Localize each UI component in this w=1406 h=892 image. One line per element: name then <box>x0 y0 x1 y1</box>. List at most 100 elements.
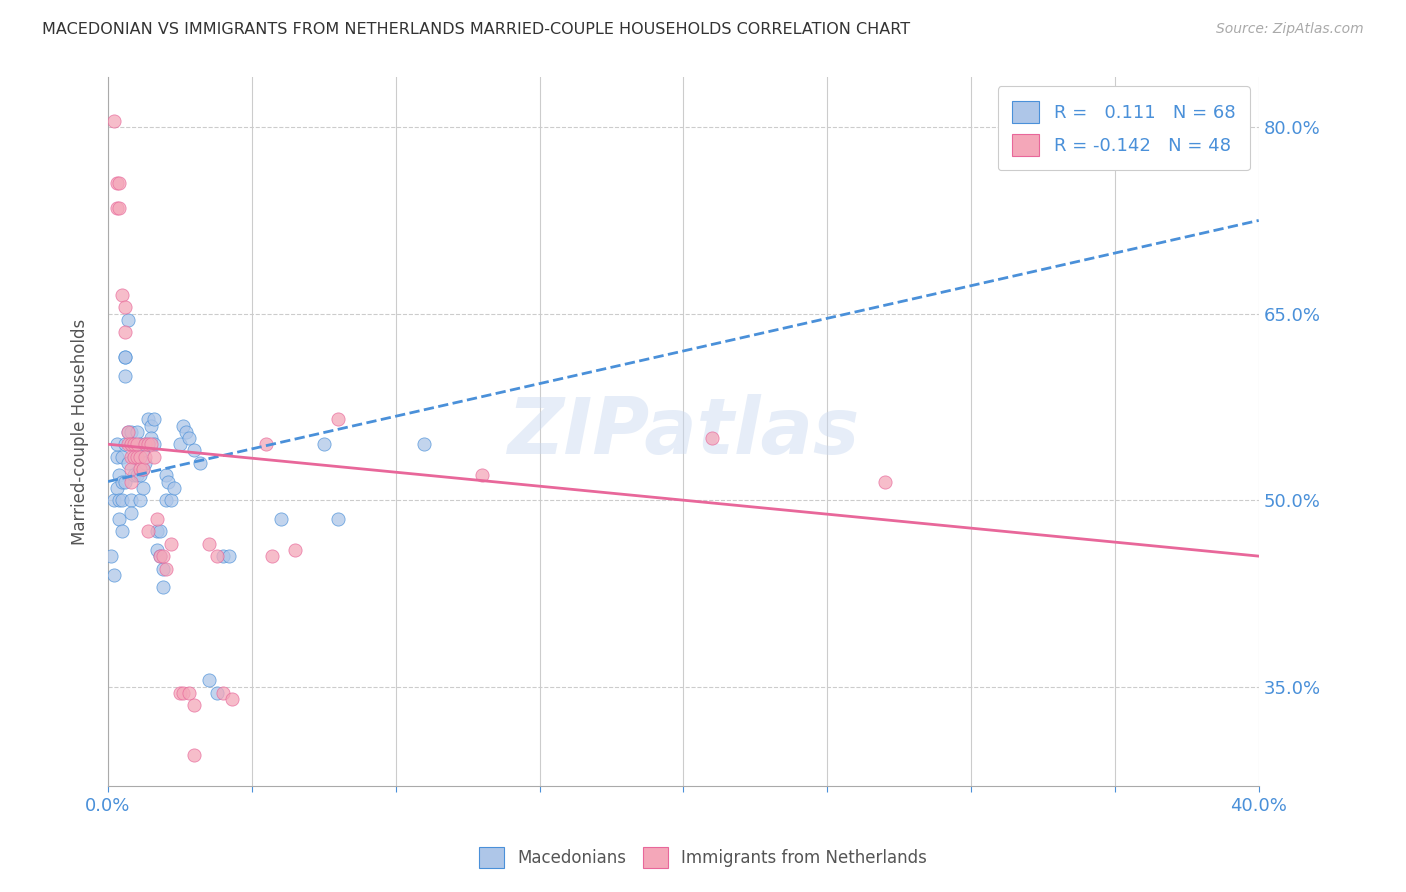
Point <box>103 493 125 508</box>
Point <box>120 450 142 464</box>
Point <box>134 450 156 464</box>
Point <box>136 412 159 426</box>
Point <box>134 437 156 451</box>
Point <box>128 437 150 451</box>
Point <box>326 512 349 526</box>
Point <box>125 425 148 439</box>
Point <box>108 512 131 526</box>
Point <box>413 437 436 451</box>
Point <box>114 350 136 364</box>
Point <box>155 493 177 508</box>
Point <box>134 437 156 451</box>
Point <box>120 462 142 476</box>
Point <box>152 580 174 594</box>
Point <box>139 437 162 451</box>
Point <box>163 481 186 495</box>
Point <box>139 418 162 433</box>
Point <box>207 686 229 700</box>
Point <box>120 437 142 451</box>
Point <box>146 524 169 539</box>
Point <box>117 425 139 439</box>
Point <box>149 549 172 563</box>
Text: Source: ZipAtlas.com: Source: ZipAtlas.com <box>1216 22 1364 37</box>
Point <box>146 542 169 557</box>
Point <box>260 549 283 563</box>
Point <box>155 468 177 483</box>
Point <box>117 437 139 451</box>
Point <box>136 524 159 539</box>
Point <box>131 462 153 476</box>
Point <box>128 493 150 508</box>
Point <box>221 692 243 706</box>
Point <box>139 431 162 445</box>
Point <box>177 686 200 700</box>
Point <box>284 542 307 557</box>
Point <box>169 686 191 700</box>
Point <box>122 450 145 464</box>
Point <box>143 412 166 426</box>
Point <box>114 368 136 383</box>
Point <box>122 437 145 451</box>
Point <box>105 201 128 215</box>
Point <box>108 493 131 508</box>
Point <box>103 567 125 582</box>
Y-axis label: Married-couple Households: Married-couple Households <box>72 318 89 545</box>
Point <box>105 481 128 495</box>
Point <box>143 450 166 464</box>
Point <box>160 493 183 508</box>
Point <box>128 450 150 464</box>
Point <box>873 475 896 489</box>
Point <box>117 456 139 470</box>
Point <box>103 114 125 128</box>
Point <box>111 450 134 464</box>
Point <box>254 437 277 451</box>
Point <box>197 673 219 688</box>
Point <box>183 698 205 713</box>
Point <box>108 468 131 483</box>
Point <box>120 506 142 520</box>
Point <box>114 475 136 489</box>
Point <box>117 313 139 327</box>
Point <box>326 412 349 426</box>
Point <box>143 437 166 451</box>
Point <box>114 326 136 340</box>
Point <box>177 431 200 445</box>
Point <box>312 437 335 451</box>
Point <box>136 437 159 451</box>
Point <box>128 462 150 476</box>
Point <box>149 549 172 563</box>
Point <box>122 450 145 464</box>
Point <box>207 549 229 563</box>
Point <box>160 537 183 551</box>
Point <box>120 493 142 508</box>
Point <box>120 437 142 451</box>
Point <box>136 437 159 451</box>
Point <box>174 425 197 439</box>
Point <box>270 512 292 526</box>
Point <box>114 437 136 451</box>
Point <box>114 350 136 364</box>
Point <box>111 475 134 489</box>
Point <box>134 456 156 470</box>
Point <box>183 747 205 762</box>
Point <box>700 431 723 445</box>
Point <box>131 462 153 476</box>
Point <box>128 468 150 483</box>
Point <box>172 418 194 433</box>
Point <box>155 561 177 575</box>
Text: ZIPatlas: ZIPatlas <box>508 393 859 470</box>
Point <box>108 176 131 190</box>
Point <box>218 549 240 563</box>
Point <box>131 481 153 495</box>
Point <box>111 493 134 508</box>
Point <box>152 549 174 563</box>
Point <box>172 686 194 700</box>
Point <box>188 456 211 470</box>
Point <box>125 437 148 451</box>
Legend: Macedonians, Immigrants from Netherlands: Macedonians, Immigrants from Netherlands <box>467 836 939 880</box>
Point <box>197 537 219 551</box>
Point <box>111 524 134 539</box>
Point <box>105 450 128 464</box>
Point <box>105 176 128 190</box>
Point <box>146 512 169 526</box>
